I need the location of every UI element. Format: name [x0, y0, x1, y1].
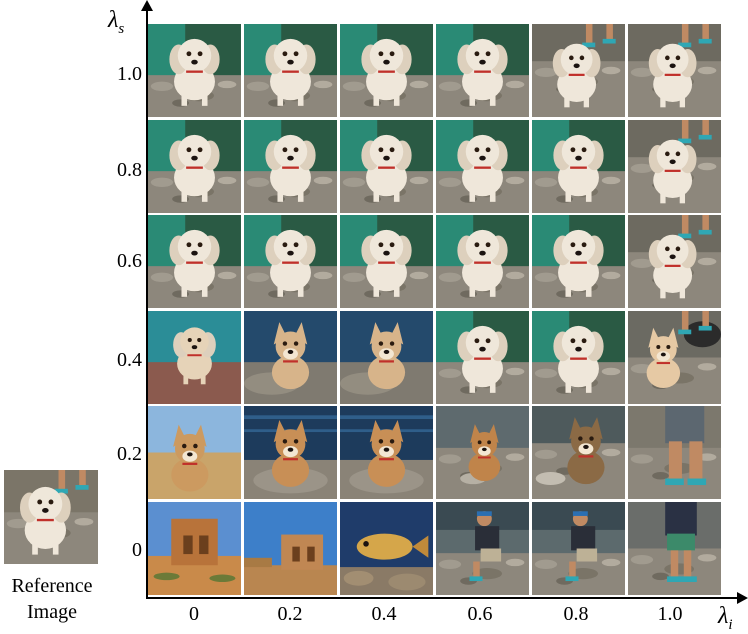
generated-image-cell — [148, 406, 241, 499]
col-tick-label: 0.8 — [563, 603, 589, 625]
generated-image-cell — [244, 24, 337, 117]
generated-image-cell — [148, 501, 241, 595]
generated-image-cell — [340, 310, 433, 404]
x-axis-title: λi — [718, 604, 733, 633]
generated-image-cell — [532, 310, 625, 404]
generated-image-cell — [628, 501, 721, 595]
y-axis-arrow — [141, 0, 153, 11]
row-tick-label: 1.0 — [117, 63, 142, 85]
x-axis-title-symbol: λ — [718, 603, 729, 629]
generated-image-cell — [532, 24, 625, 117]
generated-image-cell — [436, 501, 529, 595]
generated-image-cell — [628, 310, 721, 404]
x-axis-title-subscript: i — [728, 616, 733, 633]
row-tick-label: 0.8 — [117, 159, 142, 181]
generated-image-cell — [436, 310, 529, 404]
row-tick-label: 0.6 — [117, 250, 142, 272]
y-axis-title: λs — [108, 8, 124, 37]
col-tick-label: 1.0 — [657, 603, 683, 625]
row-tick-label: 0.4 — [117, 349, 142, 371]
reference-label-line1: Reference — [11, 575, 93, 597]
generated-image-cell — [532, 406, 625, 499]
x-axis-arrow — [737, 592, 748, 604]
generated-image-cell — [628, 215, 721, 308]
generated-image-cell — [436, 24, 529, 117]
y-axis-title-subscript: s — [118, 20, 125, 37]
y-axis-title-symbol: λ — [108, 7, 119, 33]
generated-image-cell — [244, 119, 337, 213]
generated-image-cell — [628, 406, 721, 499]
generated-image-cell — [244, 310, 337, 404]
row-tick-label: 0 — [132, 539, 142, 561]
y-axis-line — [146, 8, 148, 599]
col-tick-label: 0.4 — [371, 603, 397, 625]
col-tick-label: 0.6 — [467, 603, 493, 625]
generated-image-cell — [340, 406, 433, 499]
generated-image-cell — [340, 501, 433, 595]
generated-image-cell — [436, 119, 529, 213]
generated-image-cell — [244, 215, 337, 308]
row-tick-label: 0.2 — [117, 443, 142, 465]
generated-image-cell — [148, 119, 241, 213]
reference-label-line2: Image — [27, 601, 77, 623]
generated-image-cell — [628, 119, 721, 213]
generated-image-cell — [244, 406, 337, 499]
generated-image-cell — [532, 501, 625, 595]
generated-image-cell — [148, 310, 241, 404]
generated-image-cell — [532, 119, 625, 213]
generated-image-cell — [436, 406, 529, 499]
generated-image-cell — [340, 119, 433, 213]
x-axis-line — [146, 597, 738, 599]
reference-image — [4, 470, 98, 564]
generated-image-cell — [148, 24, 241, 117]
col-tick-label: 0 — [189, 603, 199, 625]
generated-image-cell — [628, 24, 721, 117]
generated-image-cell — [340, 215, 433, 308]
generated-image-cell — [436, 215, 529, 308]
generated-image-cell — [244, 501, 337, 595]
generated-image-cell — [532, 215, 625, 308]
col-tick-label: 0.2 — [277, 603, 303, 625]
generated-image-cell — [340, 24, 433, 117]
generated-image-cell — [148, 215, 241, 308]
